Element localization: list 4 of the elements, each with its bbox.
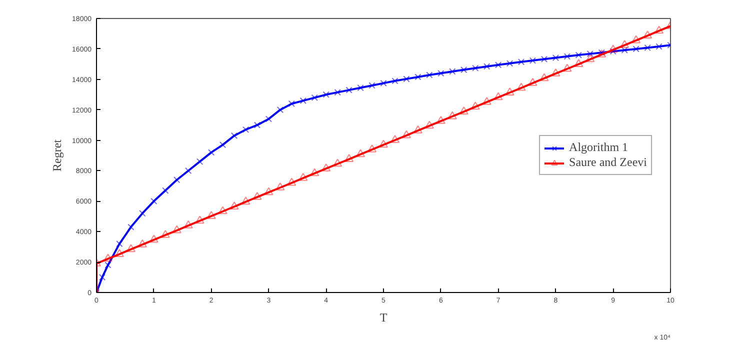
y-axis-title: Regret: [50, 138, 64, 172]
legend-label: Algorithm 1: [569, 140, 628, 155]
legend-label: Saure and Zeevi: [569, 155, 647, 170]
x-axis-title: T: [380, 310, 388, 324]
